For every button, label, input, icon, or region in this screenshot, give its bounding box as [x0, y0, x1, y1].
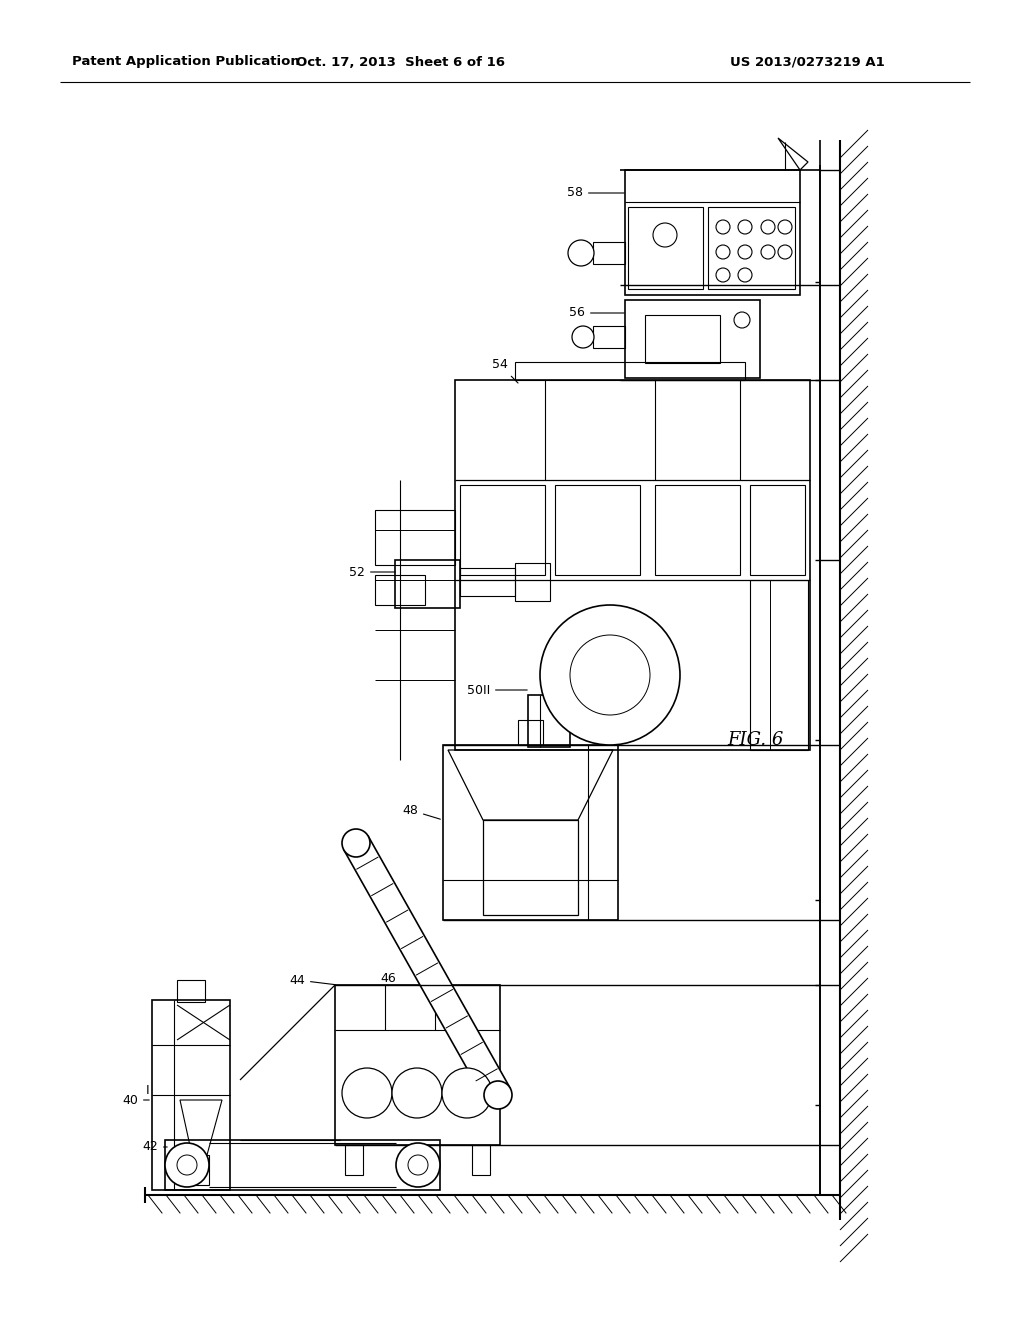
Text: 50II: 50II [467, 684, 527, 697]
Bar [375, 510, 455, 565]
Bar [625, 170, 800, 294]
Bar [628, 207, 703, 289]
Circle shape [540, 605, 680, 744]
Bar [460, 484, 545, 576]
Text: Patent Application Publication: Patent Application Publication [72, 55, 300, 69]
Circle shape [572, 326, 594, 348]
Bar [515, 362, 745, 380]
Bar [708, 207, 795, 289]
Bar [345, 1144, 362, 1175]
Bar [460, 568, 515, 597]
Text: 54: 54 [493, 359, 518, 383]
Bar [600, 640, 630, 671]
Text: I: I [146, 1084, 150, 1097]
Bar [593, 242, 625, 264]
Circle shape [568, 240, 594, 267]
Bar [177, 979, 205, 1002]
Circle shape [442, 1068, 492, 1118]
Bar [750, 484, 805, 576]
Bar [187, 1155, 209, 1185]
Bar [395, 560, 460, 609]
Text: US 2013/0273219 A1: US 2013/0273219 A1 [730, 55, 885, 69]
Circle shape [484, 1081, 512, 1109]
Bar [443, 744, 618, 920]
Circle shape [342, 829, 370, 857]
Bar [518, 719, 543, 744]
Bar [528, 696, 570, 747]
Circle shape [165, 1143, 209, 1187]
Text: 52: 52 [349, 565, 395, 578]
Text: 58: 58 [567, 186, 625, 199]
Bar [165, 1140, 440, 1191]
Bar [375, 576, 425, 605]
Text: FIG. 6: FIG. 6 [727, 731, 783, 748]
Polygon shape [344, 836, 510, 1102]
Bar [593, 326, 625, 348]
Text: 42: 42 [142, 1140, 167, 1154]
Bar [655, 484, 740, 576]
Bar [472, 1144, 490, 1175]
Bar [625, 300, 760, 378]
Bar [515, 564, 550, 601]
Circle shape [342, 1068, 392, 1118]
Bar [152, 1001, 230, 1191]
Text: Oct. 17, 2013  Sheet 6 of 16: Oct. 17, 2013 Sheet 6 of 16 [296, 55, 505, 69]
Bar [645, 315, 720, 363]
Text: 46: 46 [380, 972, 396, 985]
Bar [840, 140, 873, 1220]
Bar [455, 380, 810, 750]
Text: 56: 56 [569, 306, 625, 319]
Bar [335, 985, 500, 1144]
Text: 40: 40 [122, 1093, 150, 1106]
Bar [750, 579, 808, 750]
Bar [555, 484, 640, 576]
Circle shape [392, 1068, 442, 1118]
Circle shape [396, 1143, 440, 1187]
Bar [483, 820, 578, 915]
Text: 44: 44 [289, 974, 335, 986]
Text: 48: 48 [402, 804, 440, 820]
